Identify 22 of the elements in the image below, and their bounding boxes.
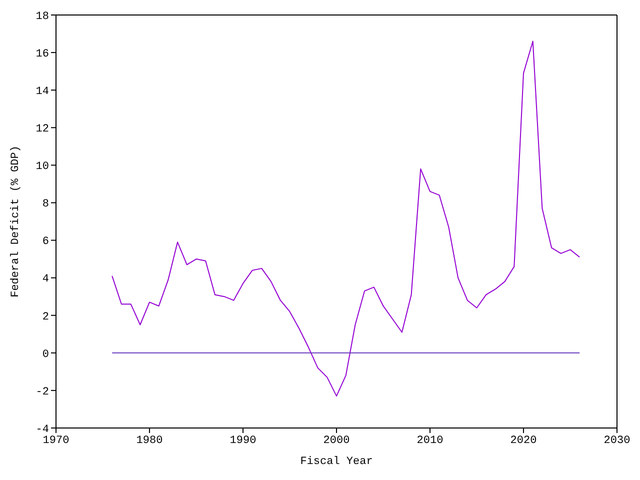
- y-tick-label: 16: [36, 48, 49, 60]
- y-tick-label: 0: [42, 348, 49, 361]
- x-tick-label: 2010: [416, 434, 444, 447]
- line-series: [112, 40, 580, 397]
- x-tick-label: 2000: [323, 434, 350, 447]
- x-tick-label: 2020: [510, 434, 537, 447]
- x-tick-label: 1980: [136, 434, 163, 447]
- x-tick-label: 1990: [230, 434, 256, 447]
- y-tick-label: 8: [42, 198, 49, 211]
- y-tick-label: 14: [36, 86, 50, 98]
- x-axis-title: Fiscal Year: [300, 456, 373, 468]
- x-tick-label: 2030: [604, 434, 630, 447]
- y-tick-label: 6: [42, 236, 49, 248]
- y-tick-label: 2: [42, 311, 49, 324]
- y-tick-label: -2: [36, 386, 49, 398]
- y-tick-label: 18: [36, 10, 49, 23]
- y-tick-label: 4: [42, 274, 50, 286]
- y-tick-label: -4: [36, 424, 50, 436]
- x-tick-label: 1970: [42, 434, 70, 447]
- y-tick-label: 10: [36, 161, 49, 174]
- y-axis-title: Federal Deficit (% GDP): [10, 146, 22, 298]
- y-tick-label: 12: [36, 124, 49, 136]
